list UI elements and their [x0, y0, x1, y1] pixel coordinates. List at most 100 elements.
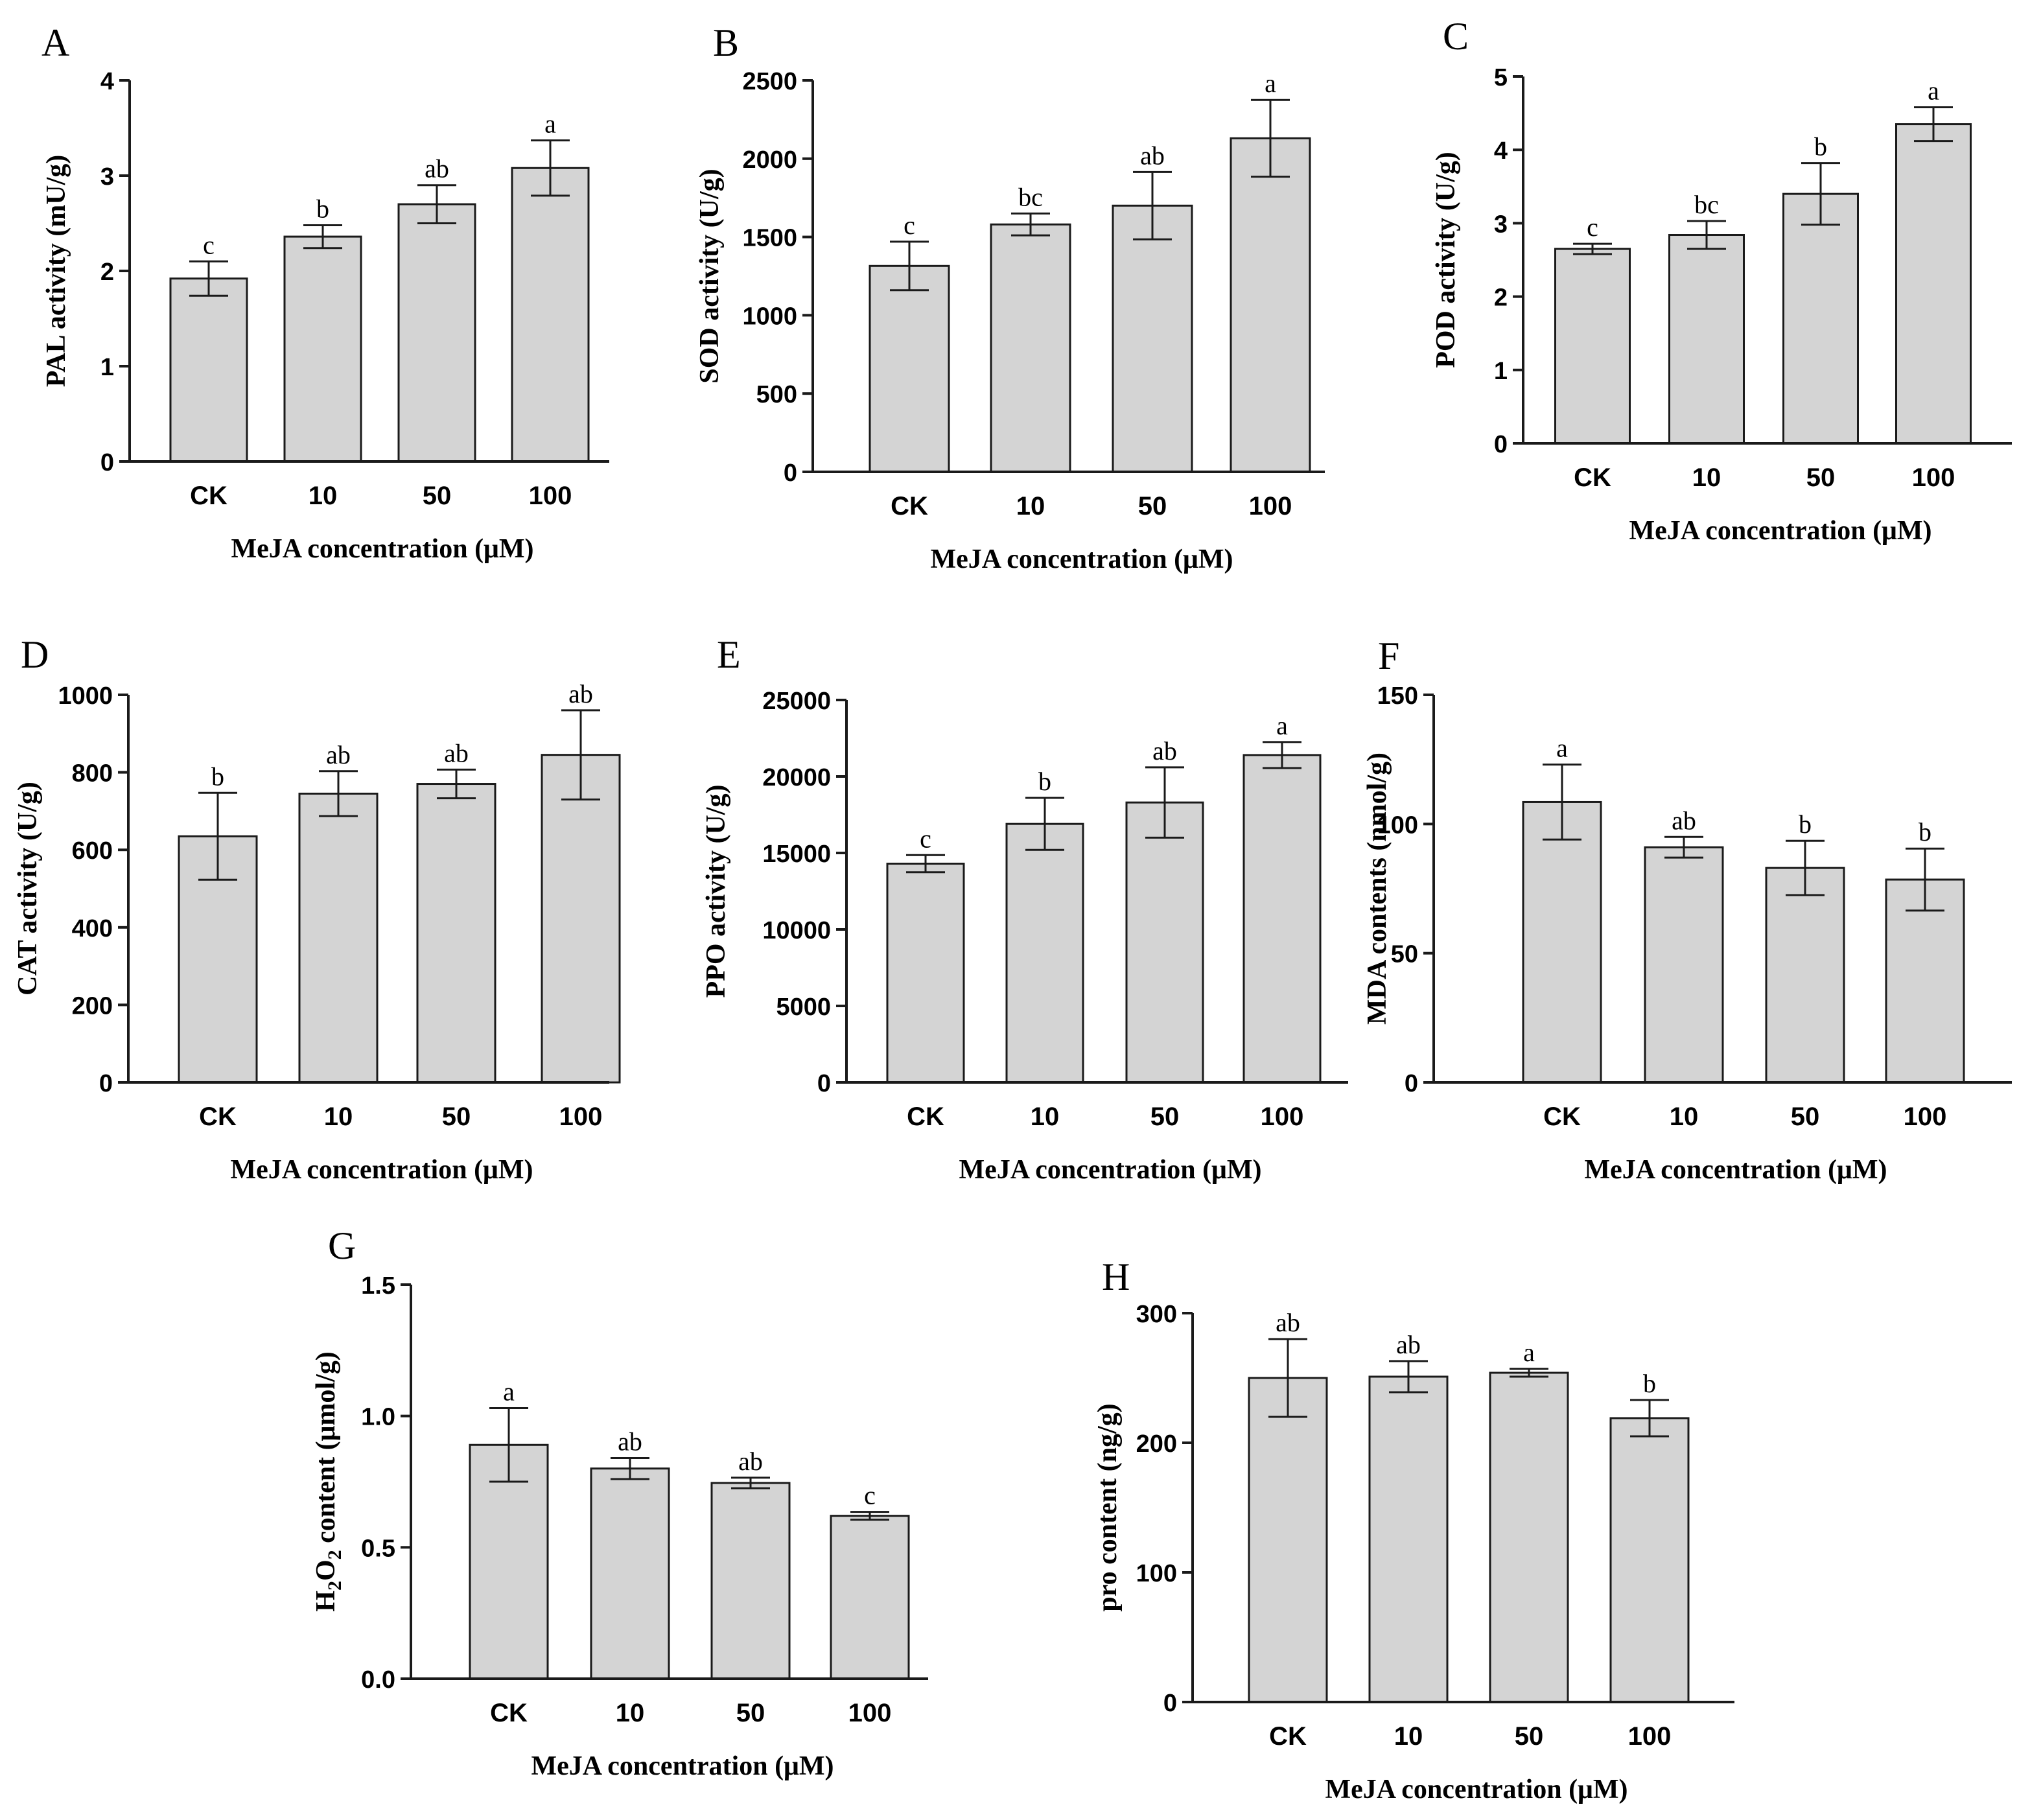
y-axis-label: MDA contents (nmol/g) — [1362, 752, 1392, 1025]
y-tick-label: 5 — [1494, 64, 1508, 91]
significance-letter: bc — [1018, 182, 1043, 211]
x-tick-label: 100 — [1261, 1102, 1304, 1131]
y-tick-label: 200 — [72, 992, 113, 1020]
y-axis-label: SOD activity (U/g) — [695, 169, 725, 383]
y-tick-label: 2000 — [742, 146, 797, 174]
significance-letter: a — [1523, 1338, 1535, 1367]
bar-10 — [990, 223, 1071, 473]
significance-letter: a — [1265, 69, 1276, 98]
panel-f: Fa CK ab 10 b 50 b 100 0 50 100 150 MeJA concentrati… — [1362, 635, 2012, 1185]
significance-letter: bc — [1694, 190, 1719, 219]
y-tick-label: 50 — [1391, 941, 1418, 968]
x-axis-label: MeJA concentration (μM) — [531, 1751, 834, 1781]
panel-label: G — [328, 1224, 356, 1267]
significance-letter: ab — [1140, 141, 1165, 170]
bar-100 — [1895, 123, 1972, 445]
y-tick-label: 0 — [100, 449, 114, 476]
bar-100 — [1609, 1417, 1690, 1703]
x-tick-label: CK — [190, 482, 228, 510]
x-axis-label: MeJA concentration (μM) — [1325, 1775, 1628, 1804]
significance-letter: c — [864, 1481, 876, 1510]
y-tick-label: 25000 — [762, 688, 831, 715]
bar-50 — [710, 1482, 791, 1680]
y-tick-label: 0.5 — [361, 1535, 395, 1562]
x-axis-label: MeJA concentration (μM) — [1629, 516, 1931, 546]
y-tick-label: 3 — [1494, 211, 1508, 238]
y-tick-label: 800 — [72, 760, 113, 788]
y-axis-label: PAL activity (mU/g) — [41, 155, 71, 387]
bar-50 — [1765, 867, 1845, 1084]
x-axis-label: MeJA concentration (μM) — [231, 534, 533, 564]
y-tick-label: 150 — [1377, 682, 1418, 710]
bar-100 — [511, 167, 590, 463]
significance-letter: b — [1038, 767, 1051, 796]
x-tick-label: 100 — [1904, 1102, 1947, 1131]
y-axis-label: POD activity (U/g) — [1431, 152, 1461, 368]
panel-e: Ec CK b 10 ab 50 a 100 0 5000 10000 15000 20000 25000… — [701, 633, 1348, 1185]
x-tick-label: 10 — [324, 1102, 353, 1131]
panel-a: Ac CK b 10 ab 50 a 100 0 1 2 3 4 MeJA concentration (… — [41, 21, 609, 564]
x-axis-label: MeJA concentration (μM) — [930, 544, 1233, 574]
bar-50 — [397, 203, 476, 463]
x-tick-label: 100 — [1628, 1722, 1672, 1751]
x-tick-label: CK — [1543, 1102, 1581, 1131]
panel-label: E — [717, 633, 741, 676]
x-tick-label: 50 — [423, 482, 452, 510]
bar-10 — [1005, 822, 1084, 1084]
bar-10 — [1368, 1375, 1449, 1703]
y-tick-label: 4 — [100, 68, 114, 95]
bar-50 — [1489, 1371, 1569, 1703]
label-part: H — [311, 1591, 341, 1612]
bar-10 — [298, 792, 379, 1084]
bar-ck — [1554, 248, 1631, 445]
significance-letter: c — [920, 824, 931, 853]
x-tick-label: CK — [907, 1102, 944, 1131]
significance-letter: a — [1556, 734, 1568, 763]
y-axis-label: CAT activity (U/g) — [13, 782, 43, 996]
y-tick-label: 0 — [784, 460, 797, 487]
significance-letter: c — [203, 230, 215, 259]
subscript: 2 — [324, 1581, 345, 1591]
y-axis-label: pro content (ng/g) — [1093, 1403, 1123, 1611]
significance-letter: ab — [618, 1427, 642, 1456]
y-tick-label: 3 — [100, 163, 114, 191]
x-tick-label: 100 — [559, 1102, 603, 1131]
panel-label: C — [1443, 15, 1469, 58]
panel-c: Cc CK bc 10 b 50 a 100 0 1 2 3 4 5 MeJA concentration … — [1431, 15, 2012, 546]
x-axis-label: MeJA concentration (μM) — [230, 1155, 533, 1185]
panel-g: Ga CK ab 10 ab 50 c 100 0.0 0.5 1.0 1.5 MeJA concent… — [311, 1224, 928, 1781]
panel-label: H — [1102, 1255, 1130, 1298]
y-tick-label: 1.0 — [361, 1404, 395, 1431]
y-tick-label: 1500 — [742, 225, 797, 252]
significance-letter: b — [1814, 132, 1827, 161]
significance-letter: ab — [568, 679, 593, 708]
bar-100 — [1885, 878, 1965, 1084]
significance-letter: b — [211, 762, 224, 791]
x-axis-label: MeJA concentration (μM) — [1584, 1155, 1887, 1185]
y-tick-label: 400 — [72, 915, 113, 942]
significance-letter: ab — [1152, 736, 1177, 765]
y-tick-label: 1000 — [58, 682, 113, 710]
bar-50 — [1125, 801, 1204, 1084]
y-tick-label: 0 — [1405, 1070, 1418, 1097]
y-tick-label: 10000 — [762, 917, 831, 944]
significance-letter: ab — [1276, 1308, 1300, 1337]
subscript: 2 — [324, 1550, 345, 1559]
significance-letter: b — [1799, 810, 1812, 839]
bar-10 — [1644, 846, 1724, 1084]
y-tick-label: 0 — [1494, 431, 1508, 458]
y-tick-label: 5000 — [776, 994, 831, 1021]
y-tick-label: 0 — [99, 1070, 113, 1097]
y-tick-label: 300 — [1136, 1301, 1177, 1328]
panel-label: A — [41, 21, 69, 64]
y-tick-label: 1000 — [742, 303, 797, 330]
bar-ck — [886, 863, 965, 1084]
bar-50 — [416, 783, 496, 1084]
panel-h: Hab CK ab 10 a 50 b 100 0 100 200 300 MeJA concentra… — [1093, 1255, 1734, 1804]
y-tick-label: 600 — [72, 837, 113, 865]
x-tick-label: CK — [1574, 463, 1611, 492]
x-tick-label: 100 — [848, 1699, 892, 1727]
significance-letter: a — [503, 1377, 515, 1406]
significance-letter: a — [544, 110, 556, 139]
x-tick-label: 10 — [616, 1699, 645, 1727]
